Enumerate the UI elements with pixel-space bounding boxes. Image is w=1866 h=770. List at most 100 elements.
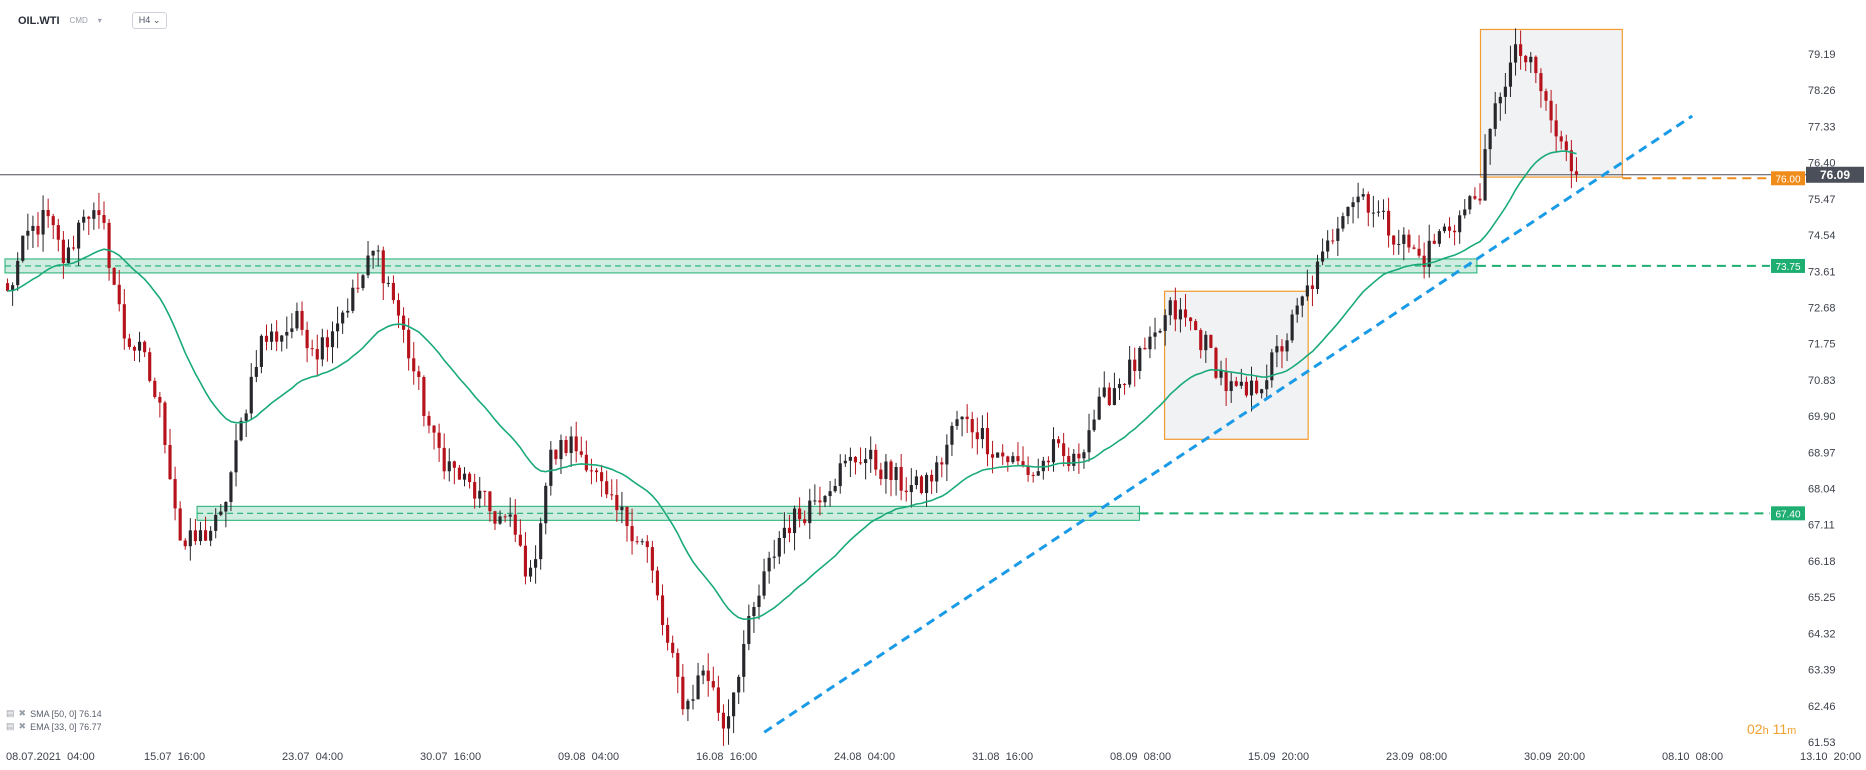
candle-body — [843, 460, 847, 464]
candle-body — [1539, 73, 1543, 92]
candle-body — [1234, 381, 1238, 386]
candle-body — [203, 530, 208, 541]
candle-body — [183, 540, 187, 547]
candle-body — [234, 440, 238, 473]
candle-body — [528, 567, 533, 577]
candle-body — [305, 329, 309, 349]
candle-body — [559, 440, 563, 460]
countdown-minutes-unit: m — [1787, 725, 1797, 737]
candle-body — [224, 501, 228, 512]
candle-body — [823, 496, 827, 503]
candle-body — [1173, 300, 1177, 320]
candle-body — [51, 216, 55, 226]
indicator-label: EMA [33, 0] 76.77 — [30, 721, 102, 732]
candle-body — [782, 527, 786, 538]
price-tick-label: 73.61 — [1808, 266, 1836, 278]
countdown-hours: 02 — [1747, 721, 1763, 737]
countdown-hours-unit: h — [1762, 725, 1769, 737]
price-tick-label: 61.53 — [1808, 737, 1836, 749]
time-tick-label: 23.09 08:00 — [1386, 751, 1447, 763]
candle-body — [584, 454, 588, 471]
candle-body — [381, 250, 385, 284]
candle-body — [914, 476, 918, 486]
candle-body — [1321, 251, 1325, 262]
candle-body — [168, 444, 172, 480]
candle-body — [1046, 460, 1050, 463]
candle-body — [1569, 150, 1573, 172]
candle-body — [1062, 443, 1066, 457]
candle-body — [1077, 453, 1081, 459]
candle-body — [554, 449, 558, 460]
candle-body — [432, 425, 436, 433]
candle-body — [1153, 332, 1157, 337]
candle-body — [660, 595, 665, 625]
time-axis[interactable]: 08.07.2021 04:00 15.07 16:00 23.07 04:00 30… — [6, 751, 1861, 763]
trendline — [763, 114, 1694, 734]
candle-body — [935, 462, 939, 482]
timeframe-label: H4 — [138, 15, 151, 25]
candle-body — [752, 607, 756, 617]
indicator-ema[interactable]: ▤ ✖ EMA [33, 0] 76.77 — [6, 721, 102, 732]
candle-body — [264, 335, 269, 342]
source-label: CMD — [69, 16, 88, 25]
candle-body — [61, 239, 65, 263]
candle-body — [721, 712, 726, 729]
candle-body — [1402, 234, 1406, 244]
time-tick-label: 30.07 16:00 — [420, 751, 481, 763]
candle-body — [1082, 452, 1086, 459]
price-tick-label: 68.04 — [1808, 484, 1836, 496]
candle-body — [996, 452, 1000, 458]
symbol-dropdown-icon[interactable]: ▾ — [97, 16, 102, 25]
price-tick-label: 69.90 — [1808, 411, 1836, 423]
candle-body — [56, 225, 60, 240]
candle-body — [452, 461, 456, 468]
candle-body — [1361, 194, 1365, 197]
candle-body — [1473, 196, 1477, 199]
candle-body — [361, 275, 365, 289]
candle-body — [1265, 380, 1269, 390]
indicator-settings-icon[interactable]: ▤ — [6, 708, 15, 718]
candle-body — [102, 215, 106, 223]
candle-body — [1163, 315, 1167, 331]
candle-body — [1168, 300, 1172, 316]
candle-body — [1224, 370, 1228, 392]
candle-body — [178, 508, 182, 541]
candle-body — [630, 526, 634, 542]
candle-body — [117, 284, 121, 305]
price-tick-label: 78.26 — [1808, 85, 1836, 97]
indicator-settings-icon[interactable]: ▤ — [6, 721, 15, 731]
candle-body — [818, 500, 822, 503]
candle-body — [940, 462, 944, 465]
indicator-remove-icon[interactable]: ✖ — [18, 721, 27, 731]
candle-body — [396, 300, 401, 316]
candle-body — [1513, 44, 1518, 63]
candle-body — [1574, 171, 1579, 175]
candle-body — [1417, 248, 1421, 256]
candle-body — [1290, 314, 1294, 341]
candle-body — [468, 473, 472, 483]
candle-body — [1072, 453, 1076, 466]
candle-body — [1255, 380, 1259, 394]
candle-body — [965, 416, 969, 420]
plot-area[interactable] — [0, 0, 1808, 746]
candle-body — [833, 486, 837, 492]
timeframe-select[interactable]: H4 ⌄ — [131, 12, 168, 29]
candle-body — [198, 530, 203, 542]
candle-body — [1107, 387, 1111, 406]
candle-body — [488, 491, 492, 512]
candle-body — [990, 454, 995, 458]
candle-body — [686, 700, 690, 710]
candle-body — [87, 216, 91, 219]
symbol-label[interactable]: OIL.WTI — [18, 14, 60, 27]
candle-body — [869, 449, 873, 460]
level-tag — [1771, 171, 1805, 186]
candle-body — [447, 461, 451, 472]
candle-body — [402, 315, 406, 330]
candle-body — [36, 225, 40, 235]
candle-body — [1133, 359, 1137, 371]
candle-body — [787, 527, 792, 534]
price-axis[interactable]: 79.19 78.26 77.33 76.40 75.47 74.54 73.61 72.68… — [1808, 49, 1836, 749]
indicator-sma[interactable]: ▤ ✖ SMA [50, 0] 76.14 — [6, 708, 102, 719]
indicator-remove-icon[interactable]: ✖ — [18, 708, 27, 718]
